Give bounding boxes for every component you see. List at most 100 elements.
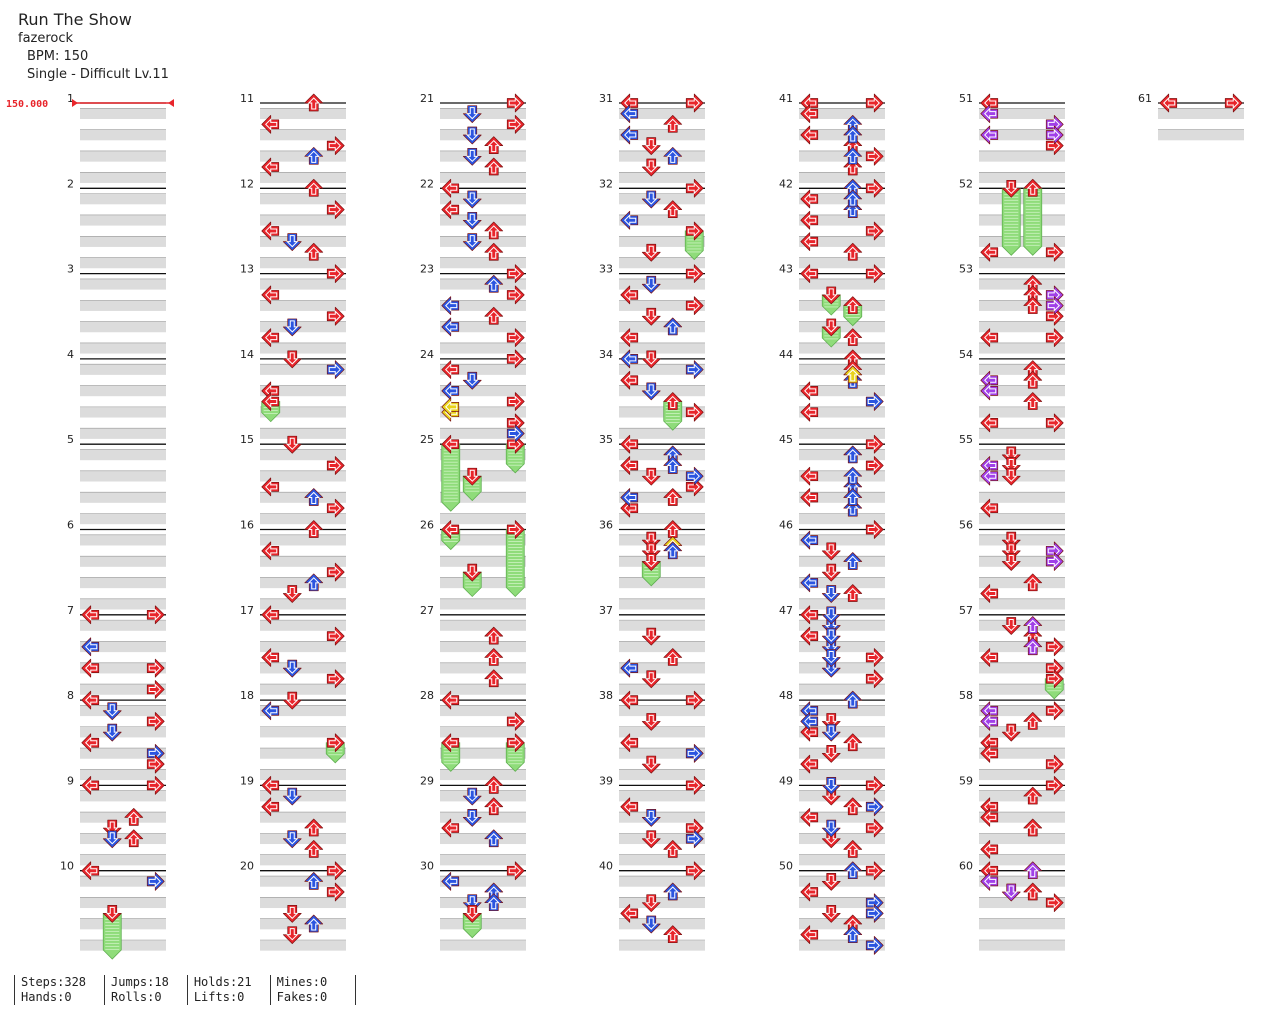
beat-band xyxy=(979,790,1065,802)
arrow-down-icon xyxy=(641,670,661,689)
arrow-up-icon xyxy=(843,840,863,858)
arrow-shape xyxy=(800,381,819,401)
arrow-shape xyxy=(462,233,482,251)
arrow-highlight xyxy=(867,800,880,813)
arrow-shape xyxy=(800,466,819,486)
beat-band xyxy=(260,726,346,738)
arrow-shape xyxy=(326,264,345,283)
arrow-shape xyxy=(506,93,525,113)
measure-number: 31 xyxy=(599,92,613,105)
arrow-highlight xyxy=(984,747,997,760)
beat-band xyxy=(260,364,346,375)
arrow-shape xyxy=(484,626,504,645)
arrow-shape xyxy=(980,466,999,486)
arrow-shape xyxy=(641,915,661,934)
arrow-up-icon xyxy=(1023,296,1043,314)
arrow-shape xyxy=(484,776,504,794)
arrow-down-icon xyxy=(462,467,482,486)
arrow-highlight xyxy=(106,725,119,738)
arrow-shape xyxy=(124,829,144,848)
arrow-left-icon xyxy=(800,381,819,401)
arrow-highlight xyxy=(867,437,880,451)
beat-band xyxy=(799,534,885,546)
arrow-shape xyxy=(641,755,661,774)
arrow-down-icon xyxy=(821,318,841,337)
arrow-highlight xyxy=(286,661,299,674)
arrow-shape xyxy=(821,723,841,742)
arrow-shape xyxy=(663,488,683,506)
beat-band xyxy=(799,513,885,525)
arrow-left-icon xyxy=(261,477,280,497)
arrow-up-icon xyxy=(843,488,863,506)
arrow-shape xyxy=(1045,413,1064,433)
arrow-shape xyxy=(484,669,504,688)
arrow-highlight xyxy=(846,491,859,505)
arrow-highlight xyxy=(466,235,479,248)
arrow-shape xyxy=(261,157,280,177)
arrow-left-icon xyxy=(800,808,819,827)
arrow-right-icon xyxy=(506,861,525,881)
arrow-highlight xyxy=(466,810,479,824)
arrow-left-icon xyxy=(800,488,819,507)
arrow-down-icon xyxy=(821,904,841,923)
arrow-shape xyxy=(484,157,504,176)
beat-band xyxy=(440,321,526,333)
arrow-highlight xyxy=(867,651,880,664)
beat-band xyxy=(619,492,705,503)
beat-band xyxy=(979,748,1065,759)
beat-band xyxy=(799,214,885,226)
arrow-highlight xyxy=(487,630,500,643)
arrow-shape xyxy=(865,861,884,881)
beat-band xyxy=(619,769,705,781)
beat-band xyxy=(440,854,526,866)
arrow-highlight xyxy=(265,651,278,664)
beat-band xyxy=(619,321,705,333)
measure: 8 xyxy=(67,689,166,781)
beat-band xyxy=(979,364,1065,375)
arrow-left-icon xyxy=(800,573,819,593)
beat-band xyxy=(260,513,346,525)
arrow-highlight xyxy=(1047,299,1060,312)
beat-band xyxy=(619,172,705,183)
hold-note xyxy=(505,529,525,598)
arrow-highlight xyxy=(487,801,500,814)
arrow-highlight xyxy=(466,128,479,141)
arrow-up-icon xyxy=(124,829,144,848)
arrow-down-icon xyxy=(462,371,482,390)
arrow-up-icon xyxy=(484,626,504,645)
arrow-shape xyxy=(865,818,884,838)
arrow-highlight xyxy=(487,139,500,153)
arrow-highlight xyxy=(825,608,838,621)
measure-number: 5 xyxy=(67,433,74,446)
arrow-left-icon xyxy=(800,925,819,945)
beat-band xyxy=(260,940,346,951)
arrow-highlight xyxy=(265,544,278,558)
arrow-shape xyxy=(304,914,324,933)
arrow-shape xyxy=(821,819,841,838)
arrow-shape xyxy=(441,317,460,337)
arrow-shape xyxy=(506,392,525,411)
measure: 26 xyxy=(420,519,526,610)
arrow-left-icon xyxy=(620,658,639,678)
beat-band xyxy=(440,449,526,461)
arrow-up-icon xyxy=(663,200,683,218)
arrow-highlight xyxy=(328,310,341,323)
arrow-left-icon xyxy=(800,125,819,145)
arrow-highlight xyxy=(148,661,161,675)
beat-band xyxy=(1158,129,1244,141)
beat-band xyxy=(619,726,705,738)
song-artist: fazerock xyxy=(18,31,74,46)
arrow-left-icon xyxy=(800,712,819,731)
beat-band xyxy=(260,577,346,589)
arrow-left-icon xyxy=(261,605,280,625)
measure: 3 xyxy=(67,263,166,354)
arrow-shape xyxy=(980,808,999,827)
arrow-up-icon xyxy=(1023,178,1043,197)
arrow-left-icon xyxy=(620,349,639,369)
arrow-highlight xyxy=(687,299,700,312)
beat-band xyxy=(799,577,885,589)
arrow-shape xyxy=(641,158,661,177)
beat-band xyxy=(619,470,705,482)
arrow-shape xyxy=(843,498,863,517)
arrow-shape xyxy=(1001,617,1021,635)
